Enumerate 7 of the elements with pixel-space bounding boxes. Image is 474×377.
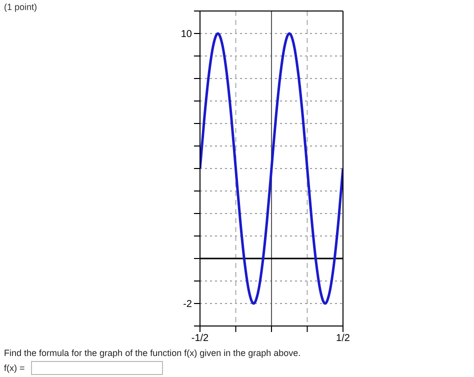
y-tick-label: -2: [183, 299, 192, 310]
x-tick-label: -1/2: [191, 333, 210, 344]
text: Find the formula for the graph of the function f(x) given in the graph above.: [4, 348, 301, 358]
text: (1 point): [4, 2, 38, 12]
x-tick-label: 1/2: [336, 333, 350, 344]
y-tick-label: 10: [180, 29, 192, 40]
text: f(x) =: [4, 363, 25, 373]
